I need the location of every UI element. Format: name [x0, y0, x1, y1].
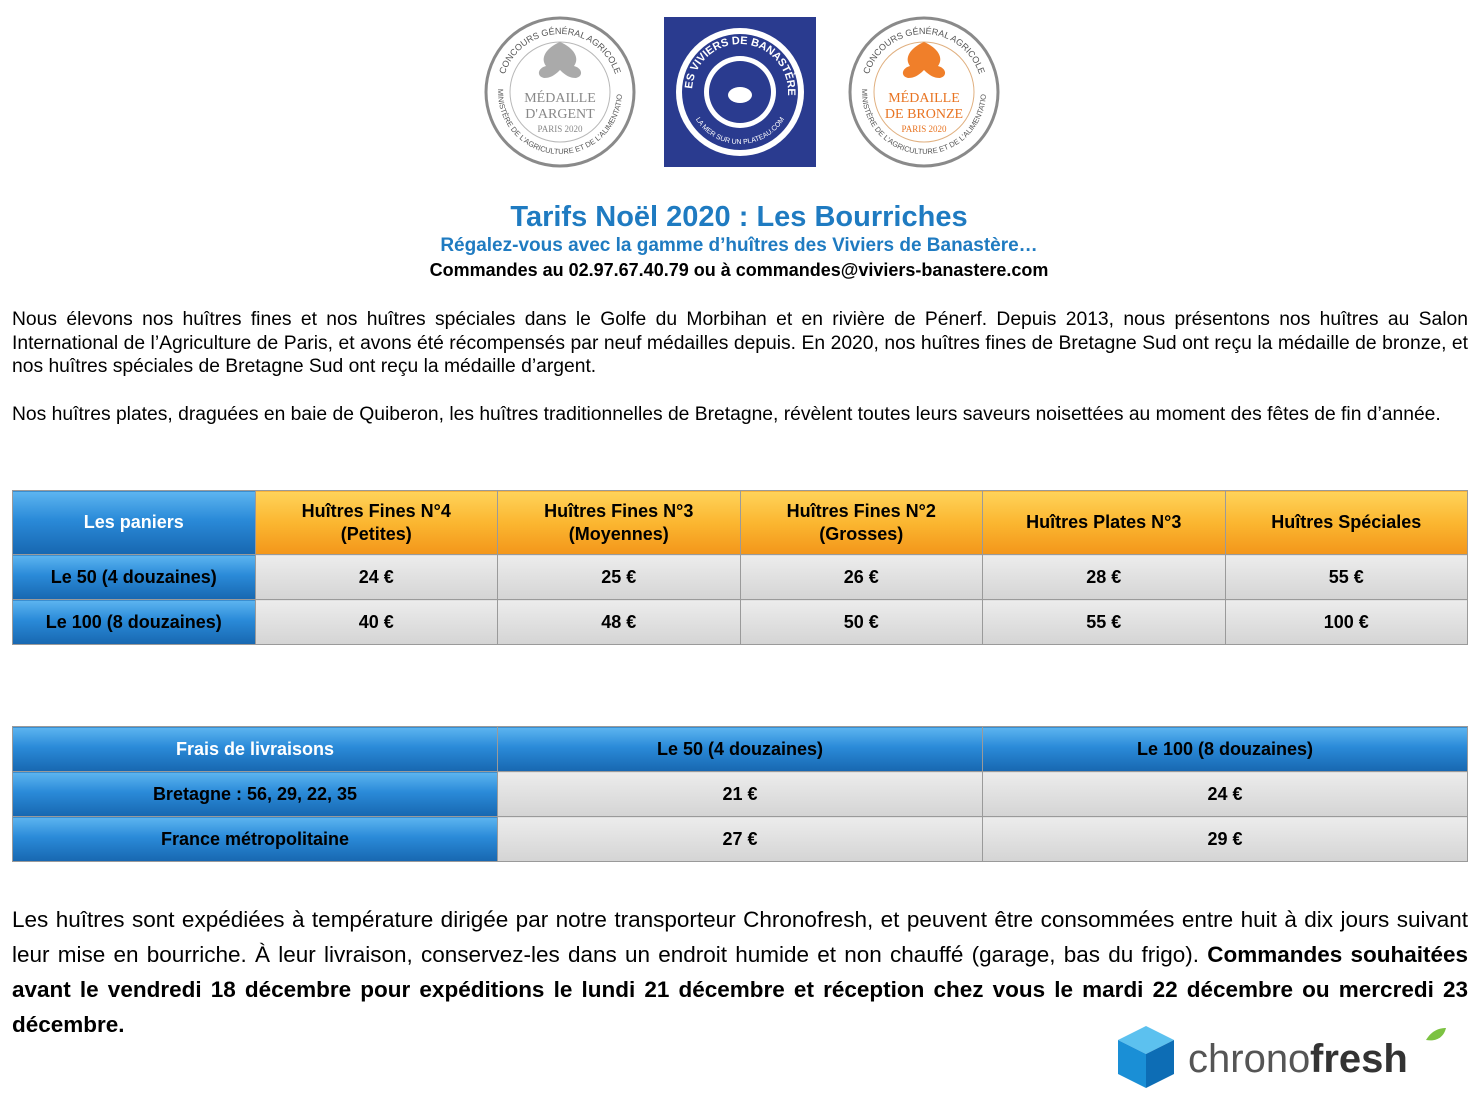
- price-cell: 48 €: [497, 599, 741, 645]
- medal-grade: DE BRONZE: [885, 107, 963, 122]
- header-cell: Le 100 (8 douzaines): [982, 726, 1468, 772]
- price-cell: 55 €: [982, 599, 1226, 645]
- price-cell: 55 €: [1224, 554, 1468, 600]
- table-row: Le 50 (4 douzaines) 24 €25 €26 €28 €55 €: [12, 554, 1468, 600]
- header-cell: Huîtres Spéciales: [1224, 490, 1468, 555]
- silver-medal-logo: CONCOURS GÉNÉRAL AGRICOLE MINISTÈRE DE L…: [480, 12, 636, 168]
- header-row: Les paniers Huîtres Fines N°4 (Petites) Hu…: [12, 490, 1468, 555]
- price-cell: 100 €: [1224, 599, 1468, 645]
- subtitle: Régalez-vous avec la gamme d’huîtres des…: [440, 235, 1038, 256]
- price-cell: 28 €: [982, 554, 1226, 600]
- row-label: France métropolitaine: [12, 816, 498, 862]
- intro-paragraph: Nous élevons nos huîtres fines et nos hu…: [12, 309, 1468, 377]
- header-cell: Huîtres Plates N°3: [982, 490, 1226, 555]
- header-cell: Les paniers: [12, 490, 256, 555]
- bronze-medal-logo: CONCOURS GÉNÉRAL AGRICOLE MINISTÈRE DE L…: [844, 12, 1000, 168]
- price-cell: 29 €: [982, 816, 1468, 862]
- header-cell: Frais de livraisons: [12, 726, 498, 772]
- footer-text: Les huîtres sont expédiées à température…: [12, 907, 1468, 967]
- price-cell: 40 €: [254, 599, 498, 645]
- row-label: Le 100 (8 douzaines): [12, 599, 256, 645]
- price-cell: 26 €: [739, 554, 983, 600]
- chronofresh-logo: chrono fresh: [1118, 1026, 1446, 1088]
- header-cell: Le 50 (4 douzaines): [497, 726, 983, 772]
- row-label: Le 50 (4 douzaines): [12, 554, 256, 600]
- table-row: Le 100 (8 douzaines) 40 €48 €50 €55 €100 …: [12, 599, 1468, 645]
- header-cell: Huîtres Fines N°3 (Moyennes): [497, 490, 741, 555]
- header-cell: Huîtres Fines N°4 (Petites): [254, 490, 498, 555]
- medal-text: MÉDAILLE: [524, 89, 596, 106]
- banastere-logo: LES VIVIERS DE BANASTÈRE LA MER SUR UN P…: [664, 17, 816, 167]
- price-cell: 50 €: [739, 599, 983, 645]
- table-row: France métropolitaine 27 €29 €: [12, 816, 1468, 862]
- medal-grade: D'ARGENT: [525, 107, 595, 122]
- title: Tarifs Noël 2020 : Les Bourriches: [510, 201, 968, 233]
- delivery-table: Frais de livraisons Le 50 (4 douzaines) Le…: [12, 726, 1468, 862]
- prices-table: Les paniers Huîtres Fines N°4 (Petites) Hu…: [12, 490, 1468, 645]
- price-cell: 25 €: [497, 554, 741, 600]
- medal-city: PARIS 2020: [538, 124, 583, 134]
- medal-text: MÉDAILLE: [888, 89, 960, 106]
- price-cell: 24 €: [254, 554, 498, 600]
- table-row: Bretagne : 56, 29, 22, 35 21 €24 €: [12, 771, 1468, 817]
- price-cell: 21 €: [497, 771, 983, 817]
- medal-city: PARIS 2020: [902, 124, 947, 134]
- intro-paragraph: Nos huîtres plates, draguées en baie de …: [12, 404, 1441, 425]
- contact: Commandes au 02.97.67.40.79 ou à command…: [429, 260, 1049, 280]
- price-cell: 27 €: [497, 816, 983, 862]
- header-cell: Huîtres Fines N°2 (Grosses): [739, 490, 983, 555]
- logo-chrono: chrono: [1188, 1037, 1310, 1081]
- header-row: Frais de livraisons Le 50 (4 douzaines) Le…: [12, 726, 1468, 772]
- footer-paragraph: Les huîtres sont expédiées à température…: [12, 902, 1468, 1042]
- logo-fresh: fresh: [1310, 1037, 1408, 1081]
- row-label: Bretagne : 56, 29, 22, 35: [12, 771, 498, 817]
- footer-bold: Commandes souhaitées avant le vendredi 1…: [12, 942, 1469, 1037]
- price-cell: 24 €: [982, 771, 1468, 817]
